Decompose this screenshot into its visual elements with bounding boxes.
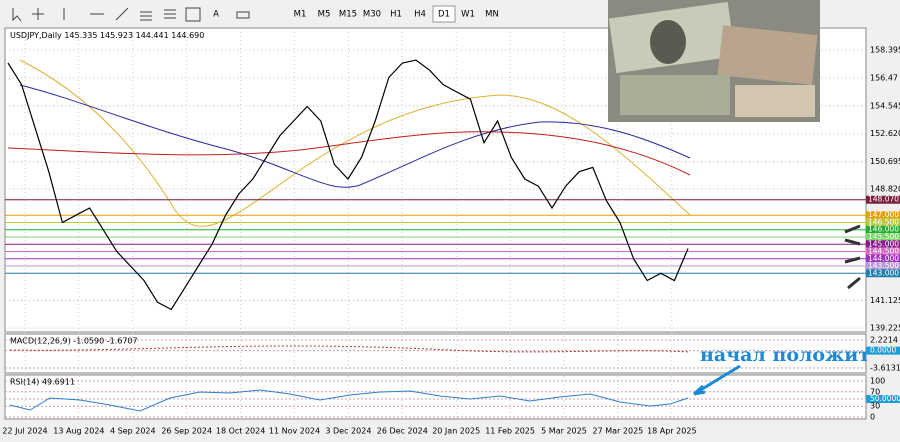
level-box (866, 233, 900, 241)
high: 145.923 (100, 31, 133, 40)
level-box (866, 269, 900, 278)
level-label: 143.000 (868, 268, 899, 277)
low: 144.441 (136, 31, 169, 40)
timeframe-button[interactable]: D1 (438, 10, 450, 20)
timeframe-button[interactable]: H1 (390, 10, 402, 20)
pane-tick-label: 0.0000 (870, 346, 896, 355)
date-label: 13 Aug 2024 (53, 427, 104, 436)
date-label: 18 Oct 2024 (216, 427, 265, 436)
price-tick-label: 154.545 (870, 101, 900, 110)
level-box (866, 247, 900, 256)
price-line (7, 59, 689, 311)
level-box (866, 240, 900, 249)
pane-tick-label: 30 (870, 402, 880, 411)
level-label: 145.000 (868, 239, 899, 248)
banknote-photo (608, 0, 820, 122)
date-label: 18 Apr 2025 (647, 427, 696, 436)
date-label: 22 Jul 2024 (2, 427, 47, 436)
price-tick-label: 150.695 (870, 157, 900, 166)
level-label: 145.500 (868, 232, 899, 241)
level-box (866, 225, 900, 234)
channel-icon[interactable] (140, 11, 152, 21)
pane-tick-label: 70 (870, 387, 880, 396)
level-label: 146.000 (868, 225, 899, 234)
timeframe-button[interactable]: M5 (318, 10, 331, 20)
level-box (866, 211, 900, 220)
level-label: 144.000 (868, 254, 899, 263)
rsi-line (9, 389, 689, 412)
level-box (866, 195, 900, 204)
ma-mid (19, 84, 691, 188)
pane-value-box (866, 346, 900, 355)
close: 144.690 (171, 31, 204, 40)
ma-slow (7, 131, 691, 176)
level-label: 146.500 (868, 217, 899, 226)
toolbar-icons (12, 7, 250, 22)
price-tick-label: 156.47 (870, 73, 898, 82)
level-label: 144.500 (868, 247, 899, 256)
active-timeframe (432, 5, 456, 23)
price-tick-label: 141.125 (870, 296, 900, 305)
pane-tick-label: 50.0000 (870, 394, 900, 403)
timeframe-button[interactable]: M1 (294, 10, 307, 20)
symbol: USDJPY,Daily (10, 31, 62, 40)
rsi-label: RSI(14) 49.6911 (10, 378, 75, 387)
fibo-icon[interactable] (164, 9, 176, 19)
date-label: 11 Nov 2024 (269, 427, 320, 436)
grid (5, 28, 866, 419)
price-tick-label: 158.395 (870, 45, 900, 54)
timeframes: M1 M5 M15 M30 H1 H4 D1 W1 MN (294, 5, 499, 23)
date-label: 11 Feb 2025 (485, 427, 535, 436)
date-label: 26 Dec 2024 (377, 427, 428, 436)
price-tick-label: 139.225 (870, 324, 900, 333)
crosshair-icon[interactable] (32, 8, 44, 20)
date-label: 20 Jan 2025 (432, 427, 480, 436)
annotation: начал положит (700, 344, 870, 366)
timeframe-button[interactable]: MN (485, 10, 499, 20)
level-label: 147.000 (868, 210, 899, 219)
date-label: 3 Dec 2024 (325, 427, 371, 436)
date-label: 4 Sep 2024 (110, 427, 156, 436)
timeframe-button[interactable]: H4 (414, 10, 426, 20)
level-arrows (844, 224, 861, 290)
date-label: 5 Mar 2025 (541, 427, 587, 436)
level-box (866, 262, 900, 271)
text-tool[interactable]: A (213, 10, 219, 20)
level-box (866, 218, 900, 227)
chart-header: USDJPY,Daily 145.335 145.923 144.441 144… (10, 31, 204, 40)
trendline-icon[interactable] (115, 7, 129, 21)
label-icon[interactable] (185, 7, 201, 22)
timeframe-button[interactable]: M30 (363, 10, 381, 20)
level-box (866, 254, 900, 263)
price-tick-label: 152.620 (870, 129, 900, 138)
price-tick-label: 148.820 (870, 184, 900, 193)
pane-tick-label: 2.2214 (870, 335, 898, 344)
shapes-icon[interactable] (236, 11, 250, 19)
cursor-icon[interactable] (12, 8, 22, 22)
ma-fast (19, 59, 691, 227)
pane-tick-label: 100 (870, 377, 885, 386)
macd-label: MACD(12,26,9) -1.0590 -1.6707 (10, 337, 138, 346)
pane-tick-label: 0 (870, 413, 875, 422)
level-label: 143.500 (868, 261, 899, 270)
pane-value-box (866, 395, 900, 403)
open: 145.335 (64, 31, 97, 40)
timeframe-button[interactable]: W1 (461, 10, 475, 20)
date-label: 27 Mar 2025 (593, 427, 644, 436)
plot (5, 59, 866, 311)
macd-pane (4, 333, 867, 374)
pane-tick-label: -3.6131 (870, 364, 900, 373)
level-label: 148.070 (868, 195, 899, 204)
timeframe-button[interactable]: M15 (339, 10, 357, 20)
rsi-pane (4, 374, 867, 420)
date-label: 26 Sep 2024 (161, 427, 212, 436)
annotation-arrow (693, 364, 741, 396)
